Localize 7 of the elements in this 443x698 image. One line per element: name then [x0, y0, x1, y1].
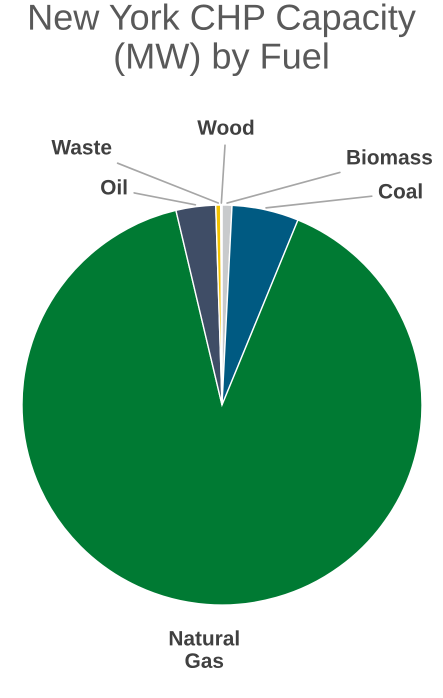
- slice-label: Oil: [101, 179, 127, 195]
- slice-label: Waste: [51, 140, 112, 155]
- chart-title: New York CHP Capacity (MW) by Fuel: [30, 3, 416, 76]
- slice-label: Wood: [197, 120, 254, 135]
- slice-label: Biomass: [347, 149, 432, 165]
- slice-label: Natural Gas: [170, 630, 239, 668]
- slice-label: Coal: [378, 183, 422, 199]
